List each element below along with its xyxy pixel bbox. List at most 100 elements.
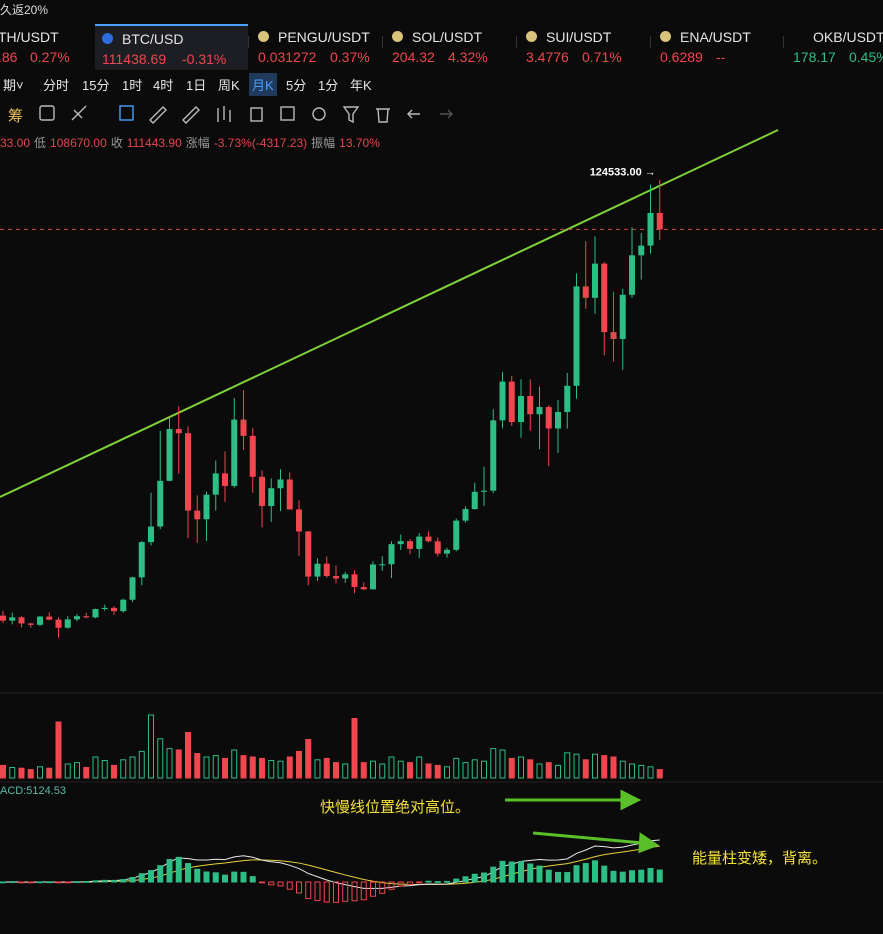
timeframe-button[interactable]: 年K [350,78,372,93]
tool-icon[interactable] [182,106,200,124]
timeframe-button[interactable]: 15分 [82,78,110,93]
tab-divider [650,36,651,48]
macd-bar [314,881,321,902]
macd-bar [166,859,173,883]
volume-bar [444,766,450,779]
timeframe-button[interactable]: 分时 [43,78,70,93]
tool-icon[interactable] [119,105,134,121]
volume-bar [360,762,367,779]
info-value: 33.00 [0,136,31,150]
ticker-tab[interactable]: BTC/USD 111438.69 -0.31% [95,24,248,70]
ticker-icon [392,31,403,42]
macd-bar [231,871,238,883]
tool-icon[interactable] [280,106,295,121]
ticker-tab[interactable]: ENA/USDT 0.6289 -- [660,24,785,68]
macd-bar [277,881,284,887]
toolbar-label: 筹 [8,108,24,125]
volume-bar [656,769,663,779]
macd-bar [120,879,127,883]
ticker-change: -- [716,49,726,65]
volume-bar [92,756,99,779]
volume-bar [619,760,626,779]
macd-bar [212,872,219,883]
macd-bar [360,881,367,901]
info-label: 振幅 [311,136,336,150]
ticker-tab[interactable]: TH/USDT .86 0.27% [0,24,123,68]
ticker-symbol: ENA/USDT [680,29,751,45]
macd-bar [46,881,53,884]
volume-bar [555,764,561,779]
ticker-price: 111438.69 [102,51,167,67]
toolbar [39,105,453,124]
timeframe-button[interactable]: 1分 [318,78,339,93]
macd-bar [175,856,182,883]
timeframe-button[interactable]: 1时 [122,78,143,93]
tool-icon[interactable] [217,106,231,122]
timeframe-button[interactable]: 周K [218,78,240,93]
volume-bar [37,766,43,779]
timeframe-button[interactable]: 期˅ [3,78,24,93]
tool-icon[interactable] [250,107,263,122]
volume-bar [601,755,608,779]
volume-bar [342,763,349,779]
macd-bar [333,881,339,903]
macd-bar [222,874,228,883]
tab-divider [516,36,517,48]
macd-bar [545,869,552,883]
volume-bar [129,756,136,779]
macd-bar [527,863,534,883]
macd-bar [157,865,164,883]
tool-icon[interactable] [440,109,453,119]
ticker-change: 0.37% [330,49,370,65]
ticker-tab[interactable]: SUI/USDT 3.4776 0.71% [526,24,651,68]
macd-bar [27,881,34,884]
timeframe-button[interactable]: 1日 [186,78,207,93]
volume-bar [545,762,552,779]
macd-bar [647,867,654,883]
timeframe-button[interactable]: 5分 [286,78,307,93]
macd-bar [323,881,330,903]
macd-bar [129,877,136,883]
ticker-price: 0.031272 [258,49,317,65]
volume-bar [55,721,62,779]
macd-bar [379,881,386,894]
ticker-change: 4.32% [448,49,488,65]
volume-bar [277,760,284,779]
volume-bar [564,752,571,779]
tool-icon[interactable] [312,107,326,121]
volume-bar [536,763,543,779]
tab-divider [248,36,249,48]
ticker-tab[interactable]: OKB/USDT 178.17 0.45% [793,24,883,68]
macd-bar [74,881,80,884]
ticker-change: -0.31% [182,51,227,67]
tool-icon[interactable] [71,105,87,121]
tool-icon[interactable] [149,106,167,124]
ticker-tab[interactable]: SOL/USDT 204.32 4.32% [392,24,517,68]
macd-label: ACD:5124.53 [0,785,66,797]
macd-bar [601,865,608,883]
timeframe-button[interactable]: 4时 [153,78,174,93]
tool-icon[interactable] [407,109,420,119]
timeframe-button[interactable]: 月K [249,73,277,96]
ticker-price: .86 [0,49,18,65]
macd-bar [434,881,441,883]
ticker-tab[interactable]: PENGU/USDT 0.031272 0.37% [258,24,383,68]
volume-bar [83,767,90,779]
macd-bar [101,879,108,883]
volume-bar [425,763,432,779]
tool-icon[interactable] [342,106,360,124]
ticker-icon [660,31,671,42]
annotation: 能量柱变矮，背离。 [692,850,827,867]
volume-bar [370,760,376,779]
volume-bar [194,753,201,779]
tool-icon[interactable] [39,105,55,121]
volume-bar [120,759,127,779]
volume-bar [490,748,497,779]
volume-bar [101,760,108,779]
volume-bar [148,714,154,779]
macd-bar [499,860,506,883]
tool-icon[interactable] [376,108,390,123]
volume-bar [499,749,506,779]
macd-bar [629,870,635,883]
